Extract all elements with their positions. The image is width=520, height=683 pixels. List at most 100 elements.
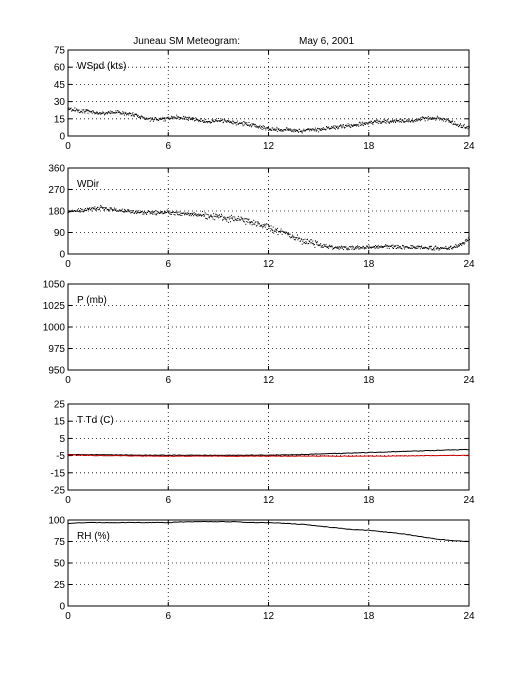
temp-ytick-label: -25 [51,486,66,497]
wdir-data-point [243,221,245,223]
wdir-data-point [149,211,151,213]
wspd-data-point [95,112,97,114]
wspd-data-point [145,118,147,120]
wspd-data-point [450,122,451,123]
wdir-data-point [210,214,212,216]
wdir-data-point [120,210,122,212]
wspd-data-point [159,118,161,120]
rh-xtick-label: 0 [65,611,71,622]
wspd-data-point [121,113,123,115]
wspd-data-point [406,120,408,122]
wdir-data-point [362,246,364,248]
wdir-data-point [296,237,298,239]
temp-label: T Td (C) [77,415,114,426]
wspd-xtick-label: 24 [463,141,475,152]
wdir-data-point [316,242,317,244]
wdir-data-point [203,213,205,215]
wspd-data-point [151,117,153,119]
wdir-data-point [71,209,73,211]
wspd-data-point [419,118,421,120]
wdir-data-point [270,230,272,232]
wspd-data-point [228,120,230,122]
wdir-data-point [462,243,464,245]
wdir-data-point [459,243,461,245]
wdir-data-point [409,248,411,249]
wdir-data-point [188,215,190,217]
wdir-data-point [392,247,393,249]
wspd-data-point [205,119,207,121]
wspd-data-point [364,122,366,124]
wdir-data-point [143,213,145,215]
wdir-data-point [183,212,185,214]
wdir-data-point [164,212,166,214]
wdir-data-point [351,248,353,250]
wdir-data-point [388,245,390,247]
wspd-data-point [314,127,316,129]
wdir-data-point [237,219,239,221]
wdir-data-point [264,226,266,228]
wspd-data-point [137,114,139,116]
wspd-xtick-label: 6 [165,141,171,152]
wdir-data-point [394,245,396,247]
wdir-data-point [311,243,313,245]
wspd-data-point [330,127,332,129]
wdir-data-point [465,239,467,241]
wdir-data-point [142,211,144,213]
wspd-data-point [199,119,201,121]
wdir-data-point [108,209,110,211]
wdir-data-point [166,212,168,213]
wdir-data-point [174,212,176,213]
wdir-data-point [339,246,341,248]
wspd-data-point [447,119,449,121]
wdir-data-point [461,243,463,245]
wspd-data-point [430,117,431,119]
wspd-data-point [395,122,397,123]
wspd-data-point [140,116,142,118]
wspd-data-point [74,107,76,109]
wspd-data-point [184,118,186,120]
wspd-data-point [223,118,225,120]
wspd-data-point [154,118,155,120]
rh-ytick-label: 25 [54,580,66,591]
wdir-data-point [270,225,272,227]
wdir-data-point [457,245,459,247]
wdir-data-point [433,248,435,250]
wspd-data-point [109,112,111,114]
wdir-data-point [308,240,310,242]
wspd-data-point [469,126,470,128]
wspd-data-point [286,127,288,129]
wspd-data-point [137,116,139,117]
wdir-data-point [337,248,339,249]
wspd-data-point [392,120,394,122]
wdir-data-point [236,219,238,221]
wdir-data-point [160,211,162,213]
wspd-data-point [130,113,132,114]
wdir-data-point [90,209,92,211]
wdir-data-point [138,210,140,212]
wspd-data-point [133,114,135,116]
wdir-data-point [411,247,412,249]
wspd-data-point [83,109,85,111]
wdir-data-point [377,244,379,246]
wspd-data-point [371,122,373,124]
wdir-data-point [276,229,278,231]
wdir-xtick-label: 24 [463,259,475,270]
wspd-data-point [115,112,116,114]
wdir-data-point [327,247,329,249]
wspd-data-point [302,130,304,132]
wspd-data-point [417,118,419,120]
wdir-data-point [231,214,232,216]
wdir-ytick-label: 270 [48,185,65,196]
wdir-data-point [445,245,447,247]
wdir-data-point [305,241,307,243]
wdir-data-point [155,210,157,212]
wdir-data-point [437,247,439,249]
wspd-data-point [404,118,406,120]
wdir-data-point [281,230,283,232]
wspd-data-point [339,125,341,127]
wspd-data-point [353,124,355,126]
wspd-data-point [382,121,384,123]
wspd-data-point [76,108,78,110]
wdir-data-point [84,208,86,209]
wdir-label: WDir [77,179,100,190]
